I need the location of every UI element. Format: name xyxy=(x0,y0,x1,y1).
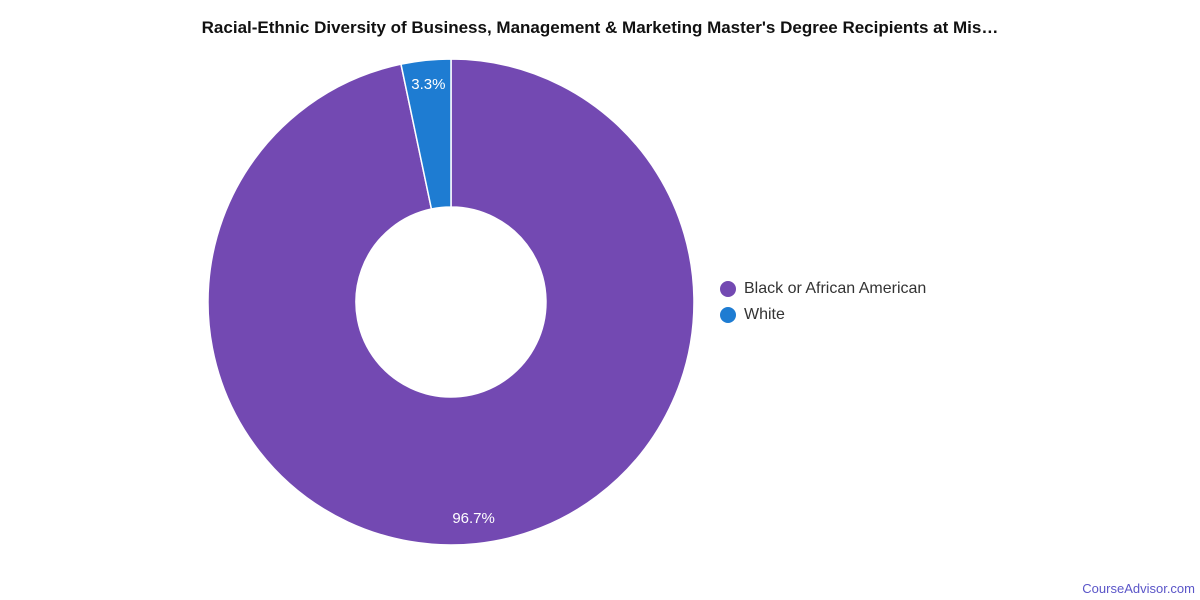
legend-item-label: White xyxy=(744,306,785,323)
chart-legend: Black or African American White xyxy=(720,280,926,324)
slice-data-label: 96.7% xyxy=(452,510,495,527)
legend-marker-icon xyxy=(720,307,736,323)
legend-item-black-or-african-american[interactable]: Black or African American xyxy=(720,280,926,298)
pie-slice-white[interactable] xyxy=(400,58,452,210)
legend-marker-icon xyxy=(720,281,736,297)
legend-item-white[interactable]: White xyxy=(720,306,926,324)
courseadvisor-watermark-link[interactable]: CourseAdvisor.com xyxy=(1082,581,1195,596)
pie-slice-black-or-african-american[interactable] xyxy=(207,58,695,546)
slice-data-label: 3.3% xyxy=(411,76,445,93)
legend-item-label: Black or African American xyxy=(744,280,927,297)
chart-title: Racial-Ethnic Diversity of Business, Man… xyxy=(201,18,999,37)
